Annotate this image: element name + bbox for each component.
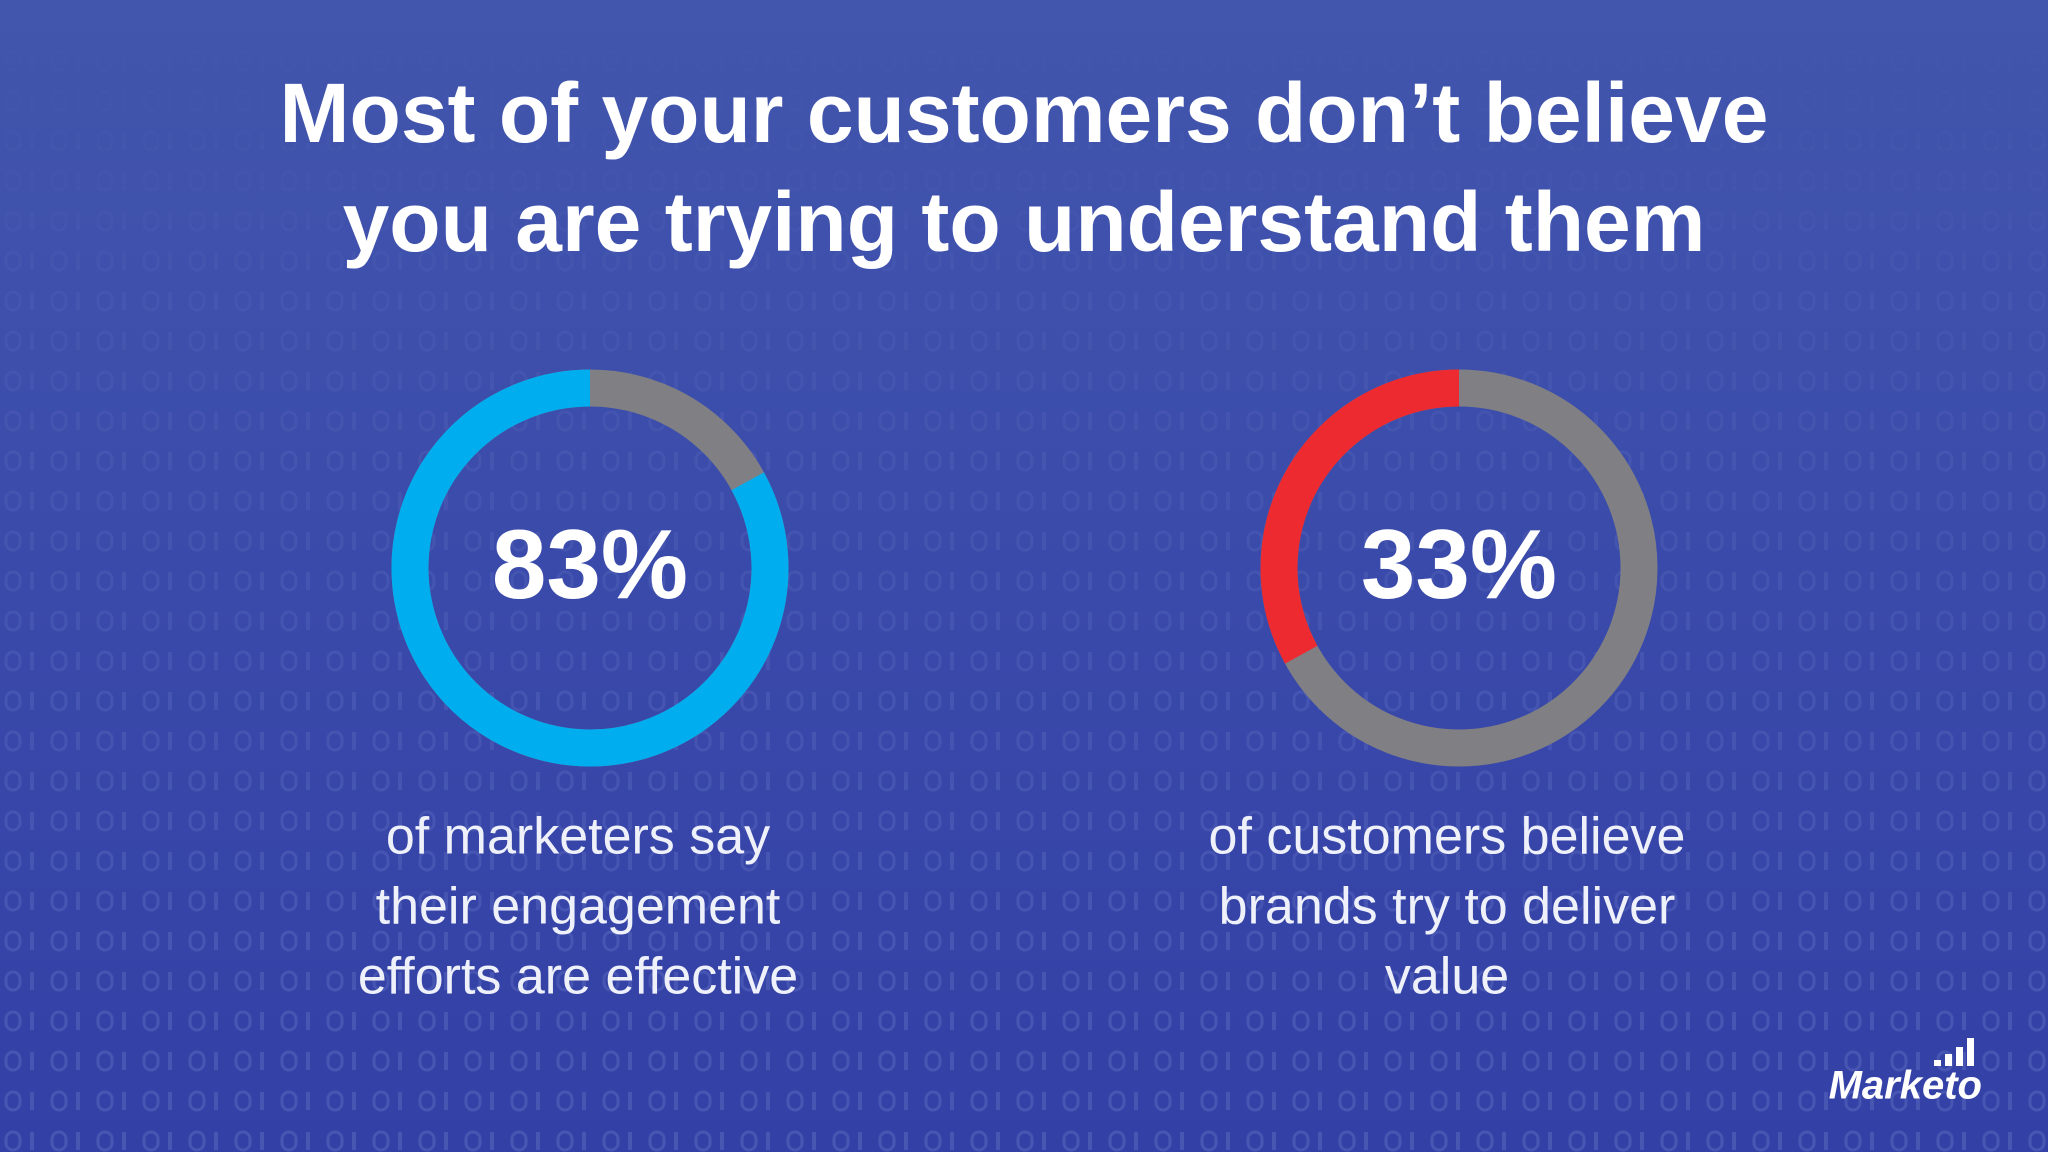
title-line: Most of your customers don’t believe	[280, 66, 1769, 160]
logo-icon	[1934, 1038, 1974, 1066]
percent-label: 33%	[1361, 509, 1557, 619]
percent-label: 83%	[492, 509, 688, 619]
donut-arc	[1260, 369, 1460, 664]
caption-line: value	[1385, 948, 1509, 1006]
caption-line: of marketers say	[386, 808, 770, 866]
donut-arc	[391, 369, 789, 767]
caption-line: brands try to deliver	[1219, 878, 1676, 936]
caption-line: their engagement	[376, 878, 781, 936]
title-line: you are trying to understand them	[343, 175, 1706, 269]
logo-text: Marketo	[1829, 1064, 1982, 1108]
caption-line: of customers believe	[1209, 808, 1686, 866]
caption-line: efforts are effective	[358, 948, 798, 1006]
